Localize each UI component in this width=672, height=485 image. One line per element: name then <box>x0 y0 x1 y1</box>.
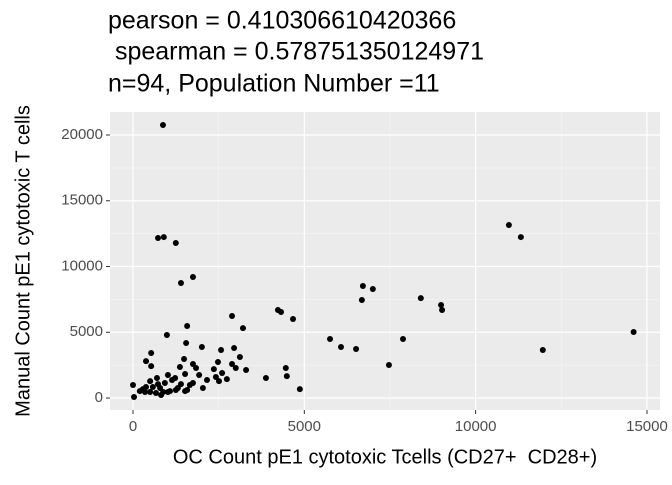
point <box>214 358 221 365</box>
point <box>417 295 424 302</box>
point <box>283 373 290 380</box>
x-tick-label: 0 <box>129 418 137 435</box>
point <box>359 282 366 289</box>
point <box>196 372 203 379</box>
point <box>438 302 445 309</box>
point <box>148 363 155 370</box>
point <box>161 380 168 387</box>
point <box>176 363 183 370</box>
point <box>358 297 365 304</box>
point <box>174 385 181 392</box>
point <box>159 122 166 129</box>
point <box>172 375 179 382</box>
point <box>212 373 219 380</box>
point <box>218 347 225 354</box>
title-line: spearman = 0.578751350124971 <box>108 38 484 66</box>
point <box>177 279 184 286</box>
point <box>147 378 154 385</box>
point <box>439 307 446 314</box>
point <box>181 355 188 362</box>
point <box>337 344 344 351</box>
point <box>160 234 167 241</box>
point <box>232 365 239 372</box>
point <box>129 382 136 389</box>
point <box>229 312 236 319</box>
point <box>539 347 546 354</box>
title-line: pearson = 0.410306610420366 <box>108 7 456 35</box>
point <box>189 360 196 367</box>
point <box>630 329 637 336</box>
y-tick-label: 20000 <box>61 126 103 143</box>
point <box>143 358 150 365</box>
point <box>369 286 376 293</box>
x-tick-label: 5000 <box>288 418 321 435</box>
y-tick-label: 5000 <box>70 323 103 340</box>
y-axis-label: Manual Count pE1 cytotoxic T cells <box>12 105 34 417</box>
y-tick-label: 0 <box>95 389 103 406</box>
point <box>219 370 226 377</box>
y-tick-label: 15000 <box>61 192 103 209</box>
point <box>153 375 160 382</box>
point <box>172 239 179 246</box>
point <box>155 234 162 241</box>
point <box>199 385 206 392</box>
point <box>147 388 154 395</box>
panel <box>110 112 660 410</box>
point <box>163 332 170 339</box>
point <box>152 390 159 397</box>
point <box>164 388 171 395</box>
x-tick-label: 10000 <box>455 418 497 435</box>
point <box>239 325 246 332</box>
point <box>182 370 189 377</box>
point <box>210 366 217 373</box>
point <box>184 322 191 329</box>
point <box>353 345 360 352</box>
point <box>243 367 250 374</box>
point <box>141 388 148 395</box>
point <box>193 365 200 372</box>
title-line: n=94, Population Number =11 <box>108 70 440 98</box>
point <box>155 381 162 388</box>
y-tick-label: 10000 <box>61 257 103 274</box>
point <box>231 345 238 352</box>
point <box>148 350 155 357</box>
point <box>517 234 524 241</box>
point <box>223 376 230 383</box>
point <box>182 388 189 395</box>
point <box>229 360 236 367</box>
point <box>400 335 407 342</box>
point <box>262 375 269 382</box>
point <box>215 378 222 385</box>
point <box>236 354 243 361</box>
point <box>131 393 138 400</box>
point <box>186 382 193 389</box>
point <box>149 383 156 390</box>
point <box>278 309 285 316</box>
point <box>183 340 190 347</box>
point <box>198 344 205 351</box>
point <box>282 365 289 372</box>
point <box>290 315 297 322</box>
point <box>327 335 334 342</box>
point <box>204 377 211 384</box>
point <box>164 372 171 379</box>
x-tick-label: 15000 <box>626 418 668 435</box>
point <box>505 221 512 228</box>
point <box>296 386 303 393</box>
x-axis-label: OC Count pE1 cytotoxic Tcells (CD27+ CD2… <box>173 446 597 468</box>
point <box>385 362 392 369</box>
point <box>158 392 165 399</box>
point <box>189 274 196 281</box>
